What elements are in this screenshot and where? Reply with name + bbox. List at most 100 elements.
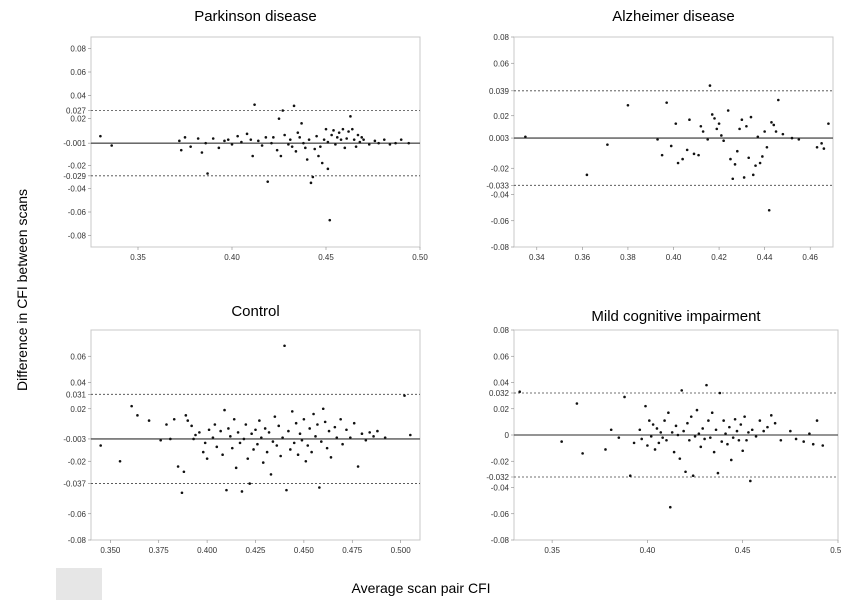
data-point <box>712 450 716 454</box>
data-point <box>230 143 234 146</box>
data-point <box>754 435 758 438</box>
data-point <box>219 429 222 433</box>
data-point <box>248 482 251 485</box>
data-point <box>763 130 766 133</box>
x-tick-label: 0.40 <box>640 546 656 555</box>
shared-y-axis-label: Difference in CFI between scans <box>14 189 30 391</box>
y-tick-label: -0.04 <box>491 484 510 493</box>
data-point <box>724 432 727 435</box>
data-point <box>409 433 412 437</box>
data-point <box>204 141 207 145</box>
plot-frame <box>513 36 834 248</box>
data-point <box>352 138 356 141</box>
y-tick-label: 0.06 <box>70 352 86 361</box>
data-point <box>196 137 200 140</box>
data-point <box>747 431 750 434</box>
data-point <box>246 457 250 460</box>
data-point <box>758 161 762 165</box>
data-point <box>287 429 290 433</box>
data-point <box>691 474 695 477</box>
data-point <box>290 410 294 413</box>
data-point <box>731 436 735 439</box>
data-point <box>733 417 737 421</box>
data-point <box>315 134 318 138</box>
data-point <box>713 117 716 120</box>
data-point <box>229 435 232 438</box>
data-point <box>388 143 392 146</box>
data-point <box>676 161 680 165</box>
data-point <box>729 458 733 462</box>
data-point <box>815 419 819 422</box>
data-point <box>326 167 330 171</box>
data-point <box>279 454 282 458</box>
data-point <box>722 419 725 422</box>
data-point <box>772 123 776 127</box>
data-point <box>306 444 310 447</box>
data-point <box>606 143 609 146</box>
data-point <box>575 402 579 405</box>
data-point <box>279 154 283 158</box>
data-point <box>670 431 674 434</box>
data-point <box>738 127 741 131</box>
data-point <box>364 438 368 442</box>
y-tick-label: -0.08 <box>491 243 510 252</box>
data-point <box>524 135 527 139</box>
panel-control: Control 0.06 0.04 0.031 0.02 -0.003 -0.02 -0.03… <box>63 303 421 555</box>
y-tick-label: -0.02 <box>491 164 510 173</box>
data-point <box>215 445 219 449</box>
data-point <box>676 433 680 437</box>
y-tick-label: -0.08 <box>68 231 87 240</box>
data-point <box>323 420 327 424</box>
y-tick-label: 0.003 <box>489 134 510 143</box>
y-tick-label: -0.06 <box>491 217 510 226</box>
data-point <box>332 129 335 132</box>
data-point <box>382 138 386 141</box>
y-tick-label: 0.04 <box>493 379 509 388</box>
y-tick-label: -0.08 <box>68 536 87 545</box>
data-point <box>213 423 217 426</box>
x-tick-label: 0.40 <box>666 253 682 262</box>
data-point <box>701 130 705 133</box>
y-tick-label: -0.04 <box>491 191 510 200</box>
data-point <box>708 84 712 87</box>
data-point <box>226 138 230 141</box>
data-point <box>172 417 176 421</box>
y-tick-label: -0.06 <box>68 208 87 217</box>
data-point <box>253 103 256 106</box>
data-point <box>749 115 753 119</box>
data-point <box>349 115 352 118</box>
data-point <box>808 432 811 435</box>
data-point <box>283 344 286 348</box>
data-point <box>349 436 352 439</box>
data-point <box>726 442 729 446</box>
plot-frame <box>90 329 421 541</box>
y-tick-label: -0.06 <box>491 510 510 519</box>
data-point <box>118 459 122 463</box>
y-tick-label: -0.001 <box>63 139 86 148</box>
data-point <box>689 415 693 418</box>
data-point <box>741 449 745 453</box>
data-point <box>790 136 794 140</box>
data-point <box>317 154 320 158</box>
data-point <box>236 431 240 434</box>
data-point <box>399 138 403 141</box>
data-point <box>649 435 653 438</box>
data-point <box>265 450 269 454</box>
data-point <box>234 466 238 470</box>
data-point <box>333 425 337 429</box>
data-point <box>376 429 379 433</box>
data-point <box>240 490 244 493</box>
data-point <box>684 470 687 474</box>
data-point <box>372 435 375 438</box>
y-tick-label: 0.039 <box>489 87 510 96</box>
data-point <box>699 445 703 449</box>
data-point <box>329 456 333 459</box>
x-tick-label: 0.42 <box>711 253 727 262</box>
data-point <box>343 146 347 150</box>
data-point <box>745 124 748 128</box>
data-point <box>779 438 783 442</box>
data-point <box>304 459 308 463</box>
data-point <box>827 122 830 125</box>
data-point <box>289 448 292 451</box>
data-point <box>236 134 239 138</box>
